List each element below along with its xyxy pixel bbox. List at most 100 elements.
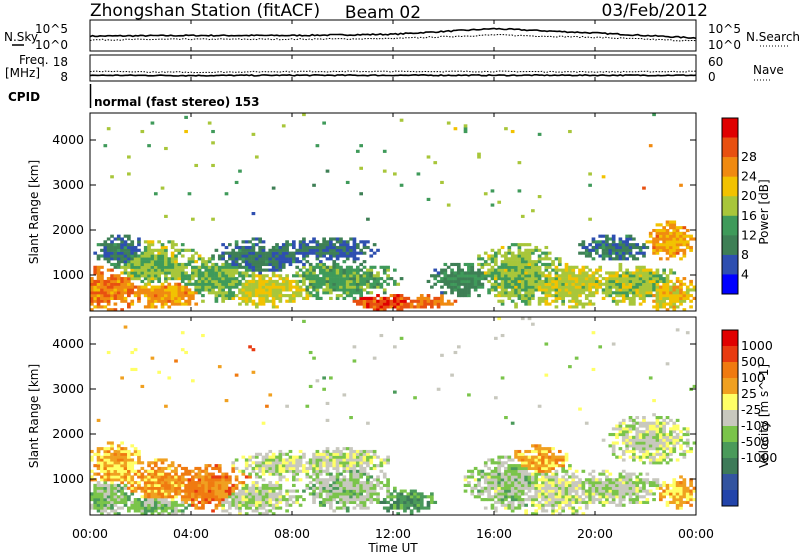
power-cell — [655, 274, 660, 278]
power-cell — [393, 305, 397, 309]
velocity-cell — [167, 481, 172, 485]
velocity-cell — [265, 455, 269, 459]
velocity-cell — [315, 475, 320, 479]
velocity-cell — [120, 464, 124, 468]
power-cell — [379, 277, 384, 281]
velocity-cell — [170, 512, 175, 516]
power-cell — [113, 291, 118, 295]
power-cell — [295, 279, 300, 284]
power-cell — [352, 274, 357, 278]
velocity-cell — [615, 486, 619, 490]
power-cell — [349, 294, 353, 298]
power-cell — [669, 291, 673, 295]
velocity-cell — [514, 452, 518, 456]
velocity-cell — [544, 461, 549, 465]
power-cell — [625, 248, 629, 252]
velocity-cell — [497, 472, 502, 476]
power-cell — [147, 251, 151, 255]
velocity-cell — [147, 486, 151, 490]
velocity-cell — [591, 367, 596, 372]
power-cell — [214, 248, 219, 252]
velocity-cell — [615, 489, 619, 493]
power-cell — [164, 251, 168, 255]
velocity-cell — [170, 498, 175, 502]
velocity-cell — [463, 483, 468, 488]
power-cell — [507, 265, 512, 269]
power-cell — [103, 279, 108, 284]
velocity-cell — [231, 489, 236, 493]
velocity-cell — [419, 506, 424, 510]
velocity-cell — [561, 498, 565, 502]
velocity-cell — [224, 486, 229, 490]
velocity-cell — [500, 461, 505, 465]
power-cell — [103, 296, 108, 300]
velocity-cell — [248, 458, 252, 462]
power-cell — [675, 234, 680, 238]
power-cell — [672, 237, 677, 241]
velocity-cell — [180, 489, 185, 493]
power-cell — [382, 296, 387, 300]
power-cell — [261, 285, 266, 289]
power-cell — [153, 265, 158, 269]
velocity-cell — [483, 481, 488, 485]
power-cell — [473, 271, 478, 275]
velocity-cell — [211, 489, 215, 493]
power-cell — [174, 271, 178, 275]
power-cell — [153, 294, 158, 298]
velocity-cell — [116, 466, 121, 471]
velocity-cell — [170, 475, 175, 479]
velocity-cell — [312, 492, 316, 496]
power-cell — [224, 296, 229, 300]
power-cell — [635, 251, 640, 255]
velocity-cell — [207, 478, 212, 482]
power-cell — [180, 268, 185, 272]
velocity-cell — [366, 486, 370, 490]
power-cell — [379, 299, 384, 303]
velocity-cell — [483, 486, 488, 490]
power-cell — [174, 262, 178, 267]
power-cell — [238, 251, 242, 255]
power-cell — [150, 299, 155, 303]
power-cell — [379, 305, 384, 309]
power-cell — [231, 279, 236, 284]
velocity-cell — [490, 472, 495, 476]
velocity-cell — [362, 452, 367, 456]
power-cell — [234, 282, 239, 286]
velocity-cell — [514, 478, 518, 482]
velocity-cell — [143, 503, 148, 507]
power-cell — [618, 288, 623, 292]
power-cell — [571, 291, 576, 295]
velocity-cell — [362, 461, 367, 465]
velocity-cell — [160, 506, 165, 510]
velocity-cell — [531, 495, 535, 499]
power-cell — [665, 308, 670, 312]
power-cell — [211, 274, 215, 278]
velocity-cell — [591, 500, 596, 504]
power-cell — [662, 268, 666, 272]
power-cell — [123, 282, 128, 286]
velocity-cell — [258, 464, 262, 468]
power-cell — [120, 271, 124, 275]
power-cell — [241, 248, 246, 252]
power-cell — [584, 265, 589, 269]
power-cell — [588, 172, 592, 176]
power-cell — [137, 285, 141, 289]
velocity-cell — [312, 452, 316, 456]
velocity-cell — [130, 350, 135, 355]
power-cell — [527, 296, 532, 300]
power-cell — [413, 305, 417, 309]
power-cell — [665, 294, 670, 298]
power-cell — [329, 248, 333, 252]
velocity-cell — [339, 492, 343, 496]
power-cell — [113, 296, 118, 300]
velocity-cell — [456, 345, 461, 349]
power-cell — [669, 251, 673, 255]
power-cell — [339, 288, 343, 292]
velocity-cell — [500, 492, 505, 496]
velocity-cell — [204, 469, 209, 473]
velocity-cell — [524, 492, 528, 496]
power-cell — [295, 248, 300, 252]
power-cell — [147, 262, 151, 267]
power-cell — [315, 243, 320, 247]
power-cell — [520, 251, 525, 255]
